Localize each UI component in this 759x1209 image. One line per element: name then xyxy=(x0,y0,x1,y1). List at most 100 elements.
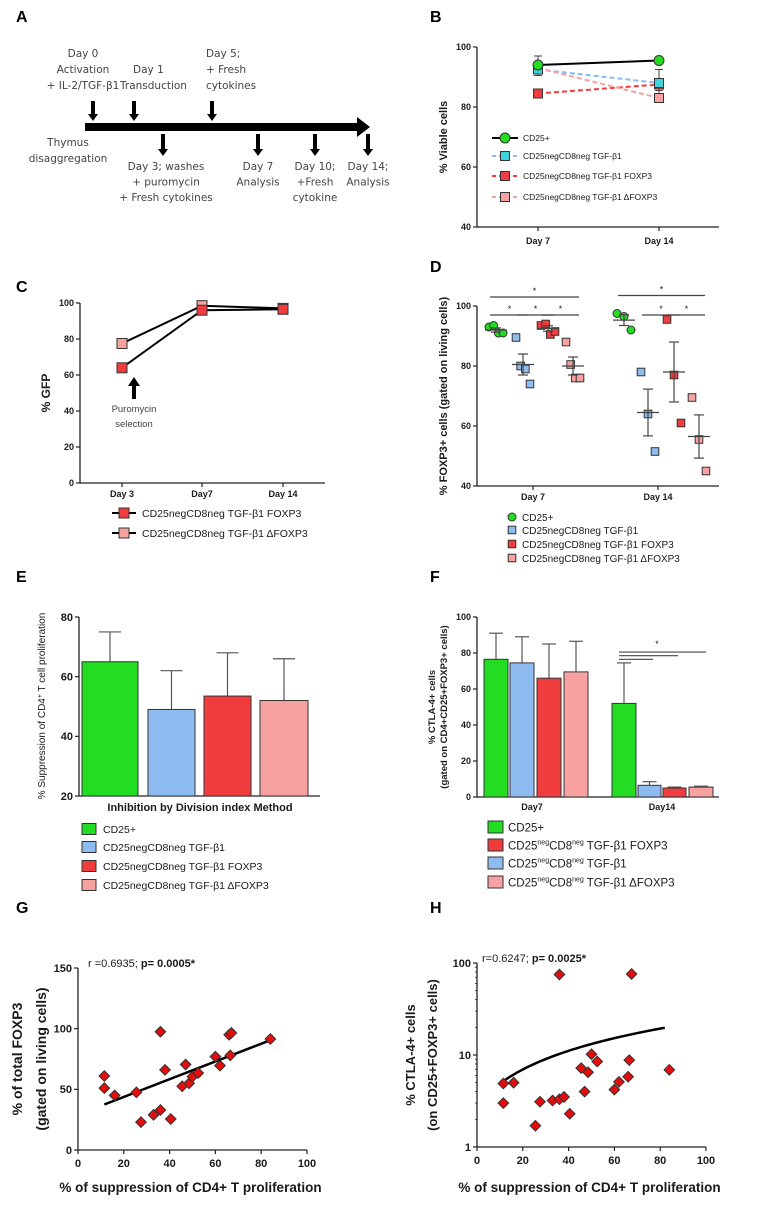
y-axis-label: % CTLA-4+ cells xyxy=(403,1004,418,1106)
regression-line xyxy=(103,1039,271,1106)
y-tick-label: 0 xyxy=(66,1145,72,1157)
diamond-marker xyxy=(497,1097,510,1110)
diamond-marker xyxy=(497,1077,510,1090)
legend-item: CD25negCD8neg TGF-β1 FOXP3 xyxy=(492,171,652,181)
legend-item: CD25negCD8neg TGF-β1 FOXP3 xyxy=(81,860,262,873)
legend-label: CD25negCD8neg TGF-β1 ΔFOXP3 xyxy=(103,880,269,892)
bar xyxy=(662,787,687,798)
legend-label-part: CD8 xyxy=(549,878,572,890)
square-marker xyxy=(687,393,697,402)
square-marker xyxy=(566,360,575,369)
bar xyxy=(147,708,196,797)
x-tick-label: 100 xyxy=(697,1155,715,1167)
regression-curve xyxy=(502,1026,666,1083)
square-marker xyxy=(650,447,660,456)
diamond-marker xyxy=(622,1070,635,1083)
diamond-marker xyxy=(582,1066,595,1079)
panel-label: G xyxy=(16,900,28,917)
series-line xyxy=(537,83,660,95)
diamond-marker xyxy=(663,1063,676,1076)
significance-star: * xyxy=(685,304,689,314)
legend-item: CD25negCD8neg TGF-β1 FOXP3 xyxy=(507,539,674,551)
legend-label-part: neg xyxy=(537,877,549,884)
event-arrow-shaft xyxy=(161,134,165,150)
timeline-event-text: Day 3; washes xyxy=(128,161,205,173)
x-tick-label: 100 xyxy=(298,1158,316,1170)
square-marker xyxy=(676,418,686,428)
diamond-marker xyxy=(108,1089,121,1102)
y-tick-label: 60 xyxy=(461,684,471,694)
legend-item: CD25negCD8neg TGF-β1 xyxy=(487,856,627,871)
legend-label-part: neg xyxy=(537,858,549,865)
down-arrow-icon xyxy=(158,149,168,156)
timeline-arrowhead xyxy=(357,117,370,137)
y-tick-label: 100 xyxy=(456,612,471,622)
annotation-text: Puromycin xyxy=(112,404,157,415)
square-marker xyxy=(116,362,128,374)
timeline-event-text: + Fresh xyxy=(206,64,246,76)
legend-label-part: CD25+ xyxy=(508,823,544,835)
up-arrow-icon xyxy=(128,377,140,386)
correlation-annotation: r =0.6935; p= 0.0005* xyxy=(88,958,196,970)
timeline-event-text: Day 14; xyxy=(348,161,389,173)
legend-swatch-icon xyxy=(81,860,97,872)
bar xyxy=(483,658,509,798)
timeline-event-text: +Fresh xyxy=(297,177,334,189)
legend-label: CD25negCD8neg TGF-β1 xyxy=(523,151,622,161)
x-tick-label: Day 7 xyxy=(521,492,545,502)
x-tick-label: Day 14 xyxy=(268,489,297,499)
x-tick-label: Day7 xyxy=(191,489,213,499)
x-tick-label: 80 xyxy=(255,1158,267,1170)
legend-label: CD25negCD8neg TGF-β1 ΔFOXP3 xyxy=(522,554,680,565)
diamond-marker xyxy=(154,1025,167,1038)
bar xyxy=(536,677,562,798)
legend-circle-icon xyxy=(499,132,511,144)
down-arrow-icon xyxy=(207,114,217,121)
y-tick-label: 60 xyxy=(461,162,471,172)
square-marker xyxy=(533,88,543,99)
legend-square-icon xyxy=(500,171,510,181)
y-axis-label: % CTLA-4+ cells xyxy=(427,670,438,744)
legend-item: CD25negCD8neg TGF-β1 ΔFOXP3 xyxy=(81,879,269,892)
significance-star: * xyxy=(508,304,512,314)
x-tick-label: Day7 xyxy=(521,802,543,812)
legend-label: CD25+ xyxy=(103,824,136,836)
legend-swatch-icon xyxy=(81,841,97,853)
timeline-event-text: Analysis xyxy=(236,177,279,189)
y-tick-label: 100 xyxy=(59,298,74,308)
square-marker xyxy=(654,93,664,103)
timeline-event-text: + Fresh cytokines xyxy=(119,192,213,204)
diamond-marker xyxy=(164,1113,177,1126)
legend-item: CD25+ xyxy=(81,823,136,836)
diamond-marker xyxy=(154,1103,167,1116)
y-tick-label: 60 xyxy=(461,421,471,431)
y-tick-label: 150 xyxy=(54,963,72,975)
square-marker xyxy=(701,466,711,476)
legend-item: CD25negCD8neg TGF-β1 FOXP3 xyxy=(112,507,301,520)
x-axis-label: % of suppression of CD4+ T proliferation xyxy=(458,1180,720,1195)
bar xyxy=(509,662,535,798)
legend-item: CD25negCD8neg TGF-β1 xyxy=(492,151,622,161)
legend-circle-icon xyxy=(507,512,517,522)
diamond-marker xyxy=(612,1075,625,1088)
y-tick-label: 0 xyxy=(69,478,74,488)
legend-swatch-icon xyxy=(487,838,504,852)
y-tick-label: 100 xyxy=(456,42,471,52)
legend-item: CD25negCD8neg TGF-β1 FOXP3 xyxy=(487,838,668,853)
significance-star: * xyxy=(533,286,537,296)
diamond-marker xyxy=(224,1049,237,1062)
x-tick-label: Day 14 xyxy=(643,492,672,502)
legend-label: CD25negCD8neg TGF-β1 FOXP3 xyxy=(103,861,262,873)
timeline-event-text: Day 0 xyxy=(68,48,99,60)
x-tick-label: 20 xyxy=(517,1155,529,1167)
y-axis-label: % of total FOXP3 xyxy=(9,1002,25,1115)
legend-item: CD25negCD8neg TGF-β1 ΔFOXP3 xyxy=(487,875,675,890)
diamond-marker xyxy=(591,1055,604,1068)
square-marker xyxy=(511,333,521,342)
legend-label: CD25+ xyxy=(508,823,544,835)
bar xyxy=(203,695,252,797)
legend-label: CD25negCD8neg TGF-β1 FOXP3 xyxy=(142,508,301,520)
timeline-event-text: Day 5; xyxy=(206,48,240,60)
event-arrow-shaft xyxy=(313,134,317,150)
